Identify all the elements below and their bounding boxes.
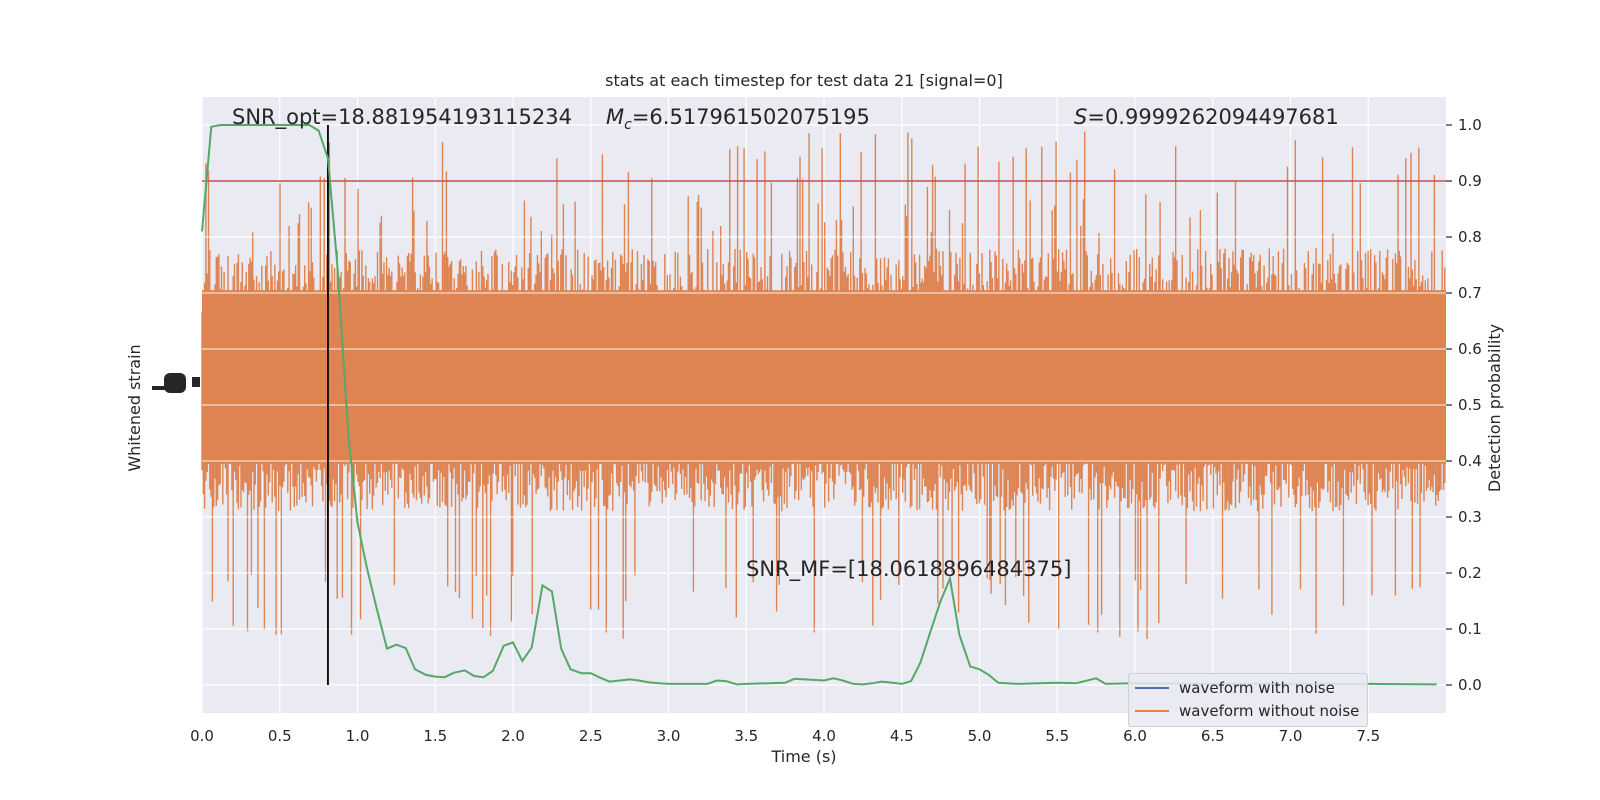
y-tick-label: 0.9	[1458, 172, 1482, 190]
legend-swatch-with-noise	[1135, 687, 1169, 689]
x-tick-label: 4.5	[890, 727, 914, 745]
s-annotation: S=0.9999262094497681	[1074, 105, 1339, 129]
x-tick-label: 0.0	[190, 727, 214, 745]
mc-annotation: Mc=6.517961502075195	[606, 105, 870, 133]
s-symbol: S	[1074, 105, 1087, 129]
x-tick-label: 1.0	[346, 727, 370, 745]
y-tick-label: 0.0	[1458, 676, 1482, 694]
left-tick-cluster	[192, 377, 200, 387]
x-tick-label: 4.0	[812, 727, 836, 745]
x-tick-label: 3.5	[734, 727, 758, 745]
left-axis-label: Whitened strain	[125, 344, 144, 471]
y-tick-label: 0.5	[1458, 396, 1482, 414]
left-tick-cluster	[164, 373, 186, 393]
legend-item-without-noise: waveform without noise	[1135, 700, 1359, 722]
right-axis-ticks: 0.0 0.1 0.2 0.3 0.4 0.5 0.6 0.7 0.8 0.9 1.0	[1446, 116, 1482, 694]
right-axis-label: Detection probability	[1485, 324, 1504, 492]
s-value: =0.9999262094497681	[1087, 105, 1338, 129]
detection-probability-line	[201, 124, 1437, 686]
x-tick-label: 0.5	[268, 727, 292, 745]
chart-title: stats at each timestep for test data 21 …	[605, 71, 1003, 90]
x-tick-label: 5.0	[968, 727, 992, 745]
x-axis-ticks: 0.0 0.5 1.0 1.5 2.0 2.5 3.0 3.5 4.0 4.5 5.0 5.5 6.0 6…	[190, 727, 1380, 745]
y-tick-label: 0.8	[1458, 228, 1482, 246]
strain-band	[202, 290, 1446, 464]
x-tick-label: 6.5	[1201, 727, 1225, 745]
x-tick-label: 6.0	[1123, 727, 1147, 745]
x-tick-label: 7.0	[1279, 727, 1303, 745]
y-tick-label: 0.7	[1458, 284, 1482, 302]
y-tick-label: 0.2	[1458, 564, 1482, 582]
left-tick-cluster	[152, 386, 172, 390]
x-tick-label: 3.0	[657, 727, 681, 745]
x-axis-label: Time (s)	[770, 747, 836, 766]
x-tick-label: 7.5	[1356, 727, 1380, 745]
legend-label-with-noise: waveform with noise	[1179, 679, 1335, 697]
legend-item-with-noise: waveform with noise	[1135, 677, 1335, 699]
mc-value: =6.517961502075195	[632, 105, 870, 129]
y-tick-label: 0.4	[1458, 452, 1482, 470]
x-tick-label: 5.5	[1045, 727, 1069, 745]
legend: waveform with noise waveform without noi…	[1128, 673, 1368, 727]
y-tick-label: 0.6	[1458, 340, 1482, 358]
y-tick-label: 0.3	[1458, 508, 1482, 526]
y-tick-label: 1.0	[1458, 116, 1482, 134]
left-axis-ticks	[152, 373, 200, 393]
x-tick-label: 1.5	[423, 727, 447, 745]
x-tick-label: 2.0	[501, 727, 525, 745]
legend-label-without-noise: waveform without noise	[1179, 702, 1360, 720]
mc-symbol: M	[606, 105, 624, 129]
snr-mf-annotation: SNR_MF=[18.0618896484375]	[746, 557, 1071, 582]
snr-opt-annotation: SNR_opt=18.881954193115234	[232, 105, 572, 130]
x-tick-label: 2.5	[579, 727, 603, 745]
strain-series	[201, 124, 1446, 686]
legend-swatch-without-noise	[1135, 710, 1169, 712]
mc-subscript: c	[624, 117, 632, 133]
y-tick-label: 0.1	[1458, 620, 1482, 638]
